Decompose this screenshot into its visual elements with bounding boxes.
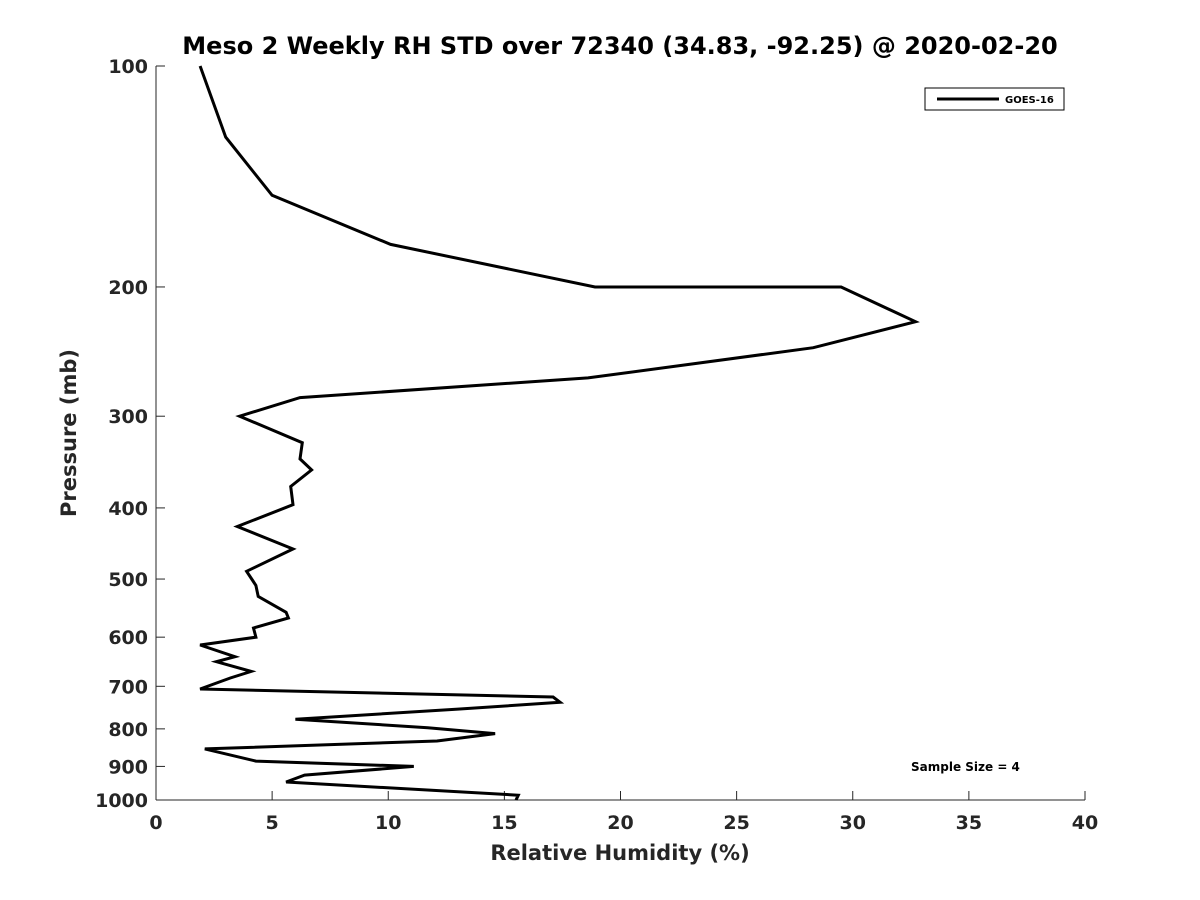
y-tick-label: 500 — [108, 569, 148, 591]
sample-size-annotation: Sample Size = 4 — [911, 760, 1020, 774]
x-tick-label: 5 — [266, 812, 279, 834]
x-tick-label: 25 — [723, 812, 749, 834]
y-tick-label: 900 — [108, 756, 148, 778]
y-tick-label: 700 — [108, 676, 148, 698]
legend: GOES-16 — [924, 87, 1065, 111]
x-tick-label: 15 — [491, 812, 517, 834]
chart-title: Meso 2 Weekly RH STD over 72340 (34.83, … — [182, 32, 1057, 60]
x-tick-label: 35 — [956, 812, 982, 834]
x-tick-label: 30 — [840, 812, 866, 834]
x-tick-label: 10 — [375, 812, 401, 834]
y-axis-label: Pressure (mb) — [57, 349, 81, 517]
series-line-goes-16 — [198, 65, 920, 801]
y-tick-label: 100 — [108, 56, 148, 78]
y-tick-label: 800 — [108, 719, 148, 741]
x-tick-label: 0 — [149, 812, 162, 834]
y-tick-label: 600 — [108, 627, 148, 649]
y-tick-label: 1000 — [95, 790, 148, 812]
x-tick-label: 40 — [1072, 812, 1098, 834]
y-tick-label: 400 — [108, 498, 148, 520]
legend-label-goes-16: GOES-16 — [1005, 95, 1054, 106]
x-axis-label: Relative Humidity (%) — [490, 841, 749, 865]
x-ticks: 0 5 10 15 20 25 30 35 40 — [149, 791, 1098, 834]
y-tick-label: 200 — [108, 277, 148, 299]
y-ticks: 100 200 300 400 500 600 700 800 900 1000 — [95, 56, 165, 812]
y-tick-label: 300 — [108, 406, 148, 428]
x-tick-label: 20 — [607, 812, 633, 834]
